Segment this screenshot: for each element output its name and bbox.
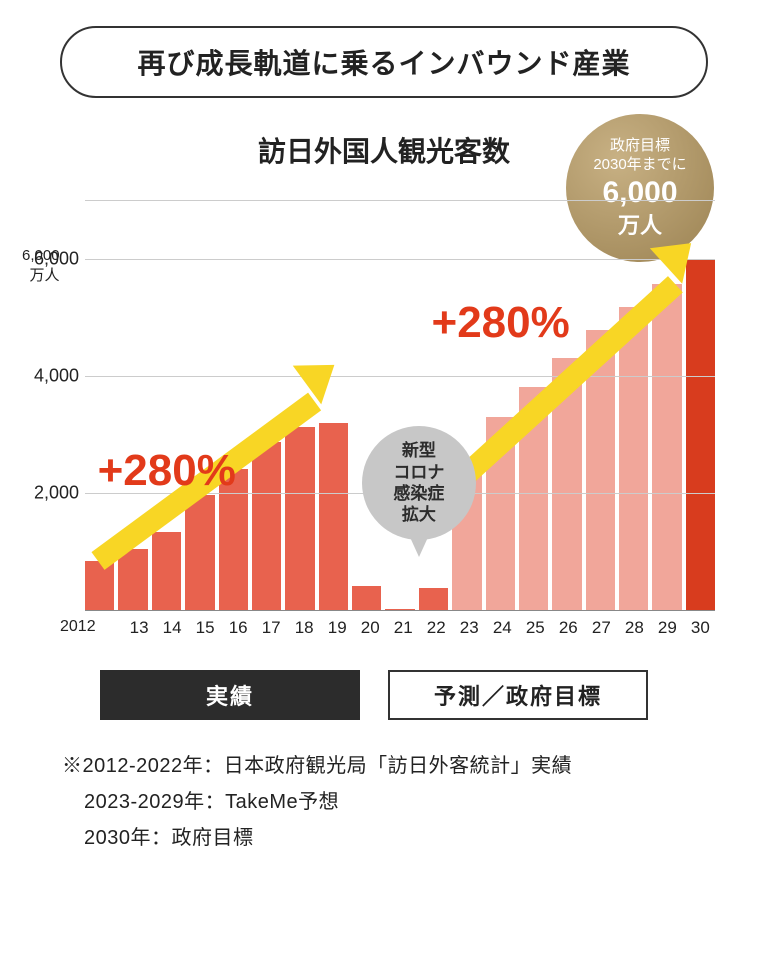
bar-fill — [419, 588, 448, 610]
footnote-line: 2030年：政府目標 — [84, 820, 572, 856]
x-tick-label: 15 — [191, 618, 220, 638]
x-tick-label: 2012 — [60, 618, 96, 638]
chart-area: 2012131415161718192021222324252627282930… — [85, 200, 715, 610]
x-tick-label: 19 — [323, 618, 352, 638]
x-axis-labels: 2012131415161718192021222324252627282930 — [85, 618, 715, 638]
gridline — [85, 259, 715, 260]
bar — [85, 561, 114, 610]
bar — [652, 284, 681, 610]
bar-fill — [352, 586, 381, 610]
target-badge-small: 政府目標 — [610, 137, 670, 156]
bar-fill — [652, 284, 681, 610]
x-tick-label: 28 — [620, 618, 649, 638]
bar-fill — [319, 423, 348, 610]
x-tick-label: 21 — [389, 618, 418, 638]
x-tick-label: 29 — [653, 618, 682, 638]
footnote-line: ※2012-2022年：日本政府観光局「訪日外客統計」実績 — [62, 748, 572, 784]
bar-fill — [619, 307, 648, 610]
bar — [319, 423, 348, 610]
covid-badge-pointer — [409, 535, 429, 557]
legend: 実績 予測／政府目標 — [100, 670, 648, 720]
covid-badge: 新型コロナ感染症拡大 — [362, 426, 476, 540]
page-title-box: 再び成長軌道に乗るインバウンド産業 — [60, 26, 708, 98]
x-tick-label: 27 — [587, 618, 616, 638]
gridline — [85, 200, 715, 201]
y-tick-label: 2,000 — [34, 482, 79, 503]
bar — [185, 495, 214, 610]
covid-badge-line: 拡大 — [402, 504, 436, 525]
bar — [285, 427, 314, 610]
growth-pct-label: +280% — [98, 446, 236, 496]
bar — [352, 586, 381, 610]
baseline — [85, 610, 715, 611]
gridline — [85, 376, 715, 377]
covid-badge-line: コロナ — [393, 462, 444, 483]
bar — [419, 588, 448, 610]
x-tick-label: 14 — [158, 618, 187, 638]
covid-badge-line: 感染症 — [393, 483, 444, 504]
bar — [619, 307, 648, 610]
x-tick-label: 22 — [422, 618, 451, 638]
bar-fill — [85, 561, 114, 610]
legend-forecast: 予測／政府目標 — [388, 670, 648, 720]
y-axis-unit: 6,000万人 — [22, 247, 60, 285]
x-tick-label: 30 — [686, 618, 715, 638]
x-tick-label: 18 — [290, 618, 319, 638]
x-tick-label: 26 — [554, 618, 583, 638]
legend-actual: 実績 — [100, 670, 360, 720]
x-tick-label: 24 — [488, 618, 517, 638]
x-tick-label: 13 — [125, 618, 154, 638]
bar-fill — [152, 532, 181, 610]
bar-fill — [285, 427, 314, 610]
bar-fill — [686, 259, 715, 610]
x-tick-label: 25 — [521, 618, 550, 638]
bar-fill — [118, 549, 147, 610]
page-title: 再び成長軌道に乗るインバウンド産業 — [137, 48, 630, 79]
bar — [152, 532, 181, 610]
footnote-line: 2023-2029年：TakeMe予想 — [84, 784, 572, 820]
bar-fill — [185, 495, 214, 610]
bar — [118, 549, 147, 610]
x-tick-label: 17 — [257, 618, 286, 638]
bar — [686, 259, 715, 610]
x-tick-label: 16 — [224, 618, 253, 638]
covid-badge-line: 新型 — [402, 440, 436, 461]
bar — [252, 442, 281, 610]
x-tick-label: 20 — [356, 618, 385, 638]
y-tick-label: 4,000 — [34, 365, 79, 386]
bars-container — [85, 200, 715, 610]
x-tick-label: 23 — [455, 618, 484, 638]
bar-fill — [252, 442, 281, 610]
footnotes: ※2012-2022年：日本政府観光局「訪日外客統計」実績 2023-2029年… — [62, 748, 572, 856]
target-badge-small: 2030年までに — [593, 156, 686, 175]
growth-pct-label: +280% — [432, 298, 570, 348]
